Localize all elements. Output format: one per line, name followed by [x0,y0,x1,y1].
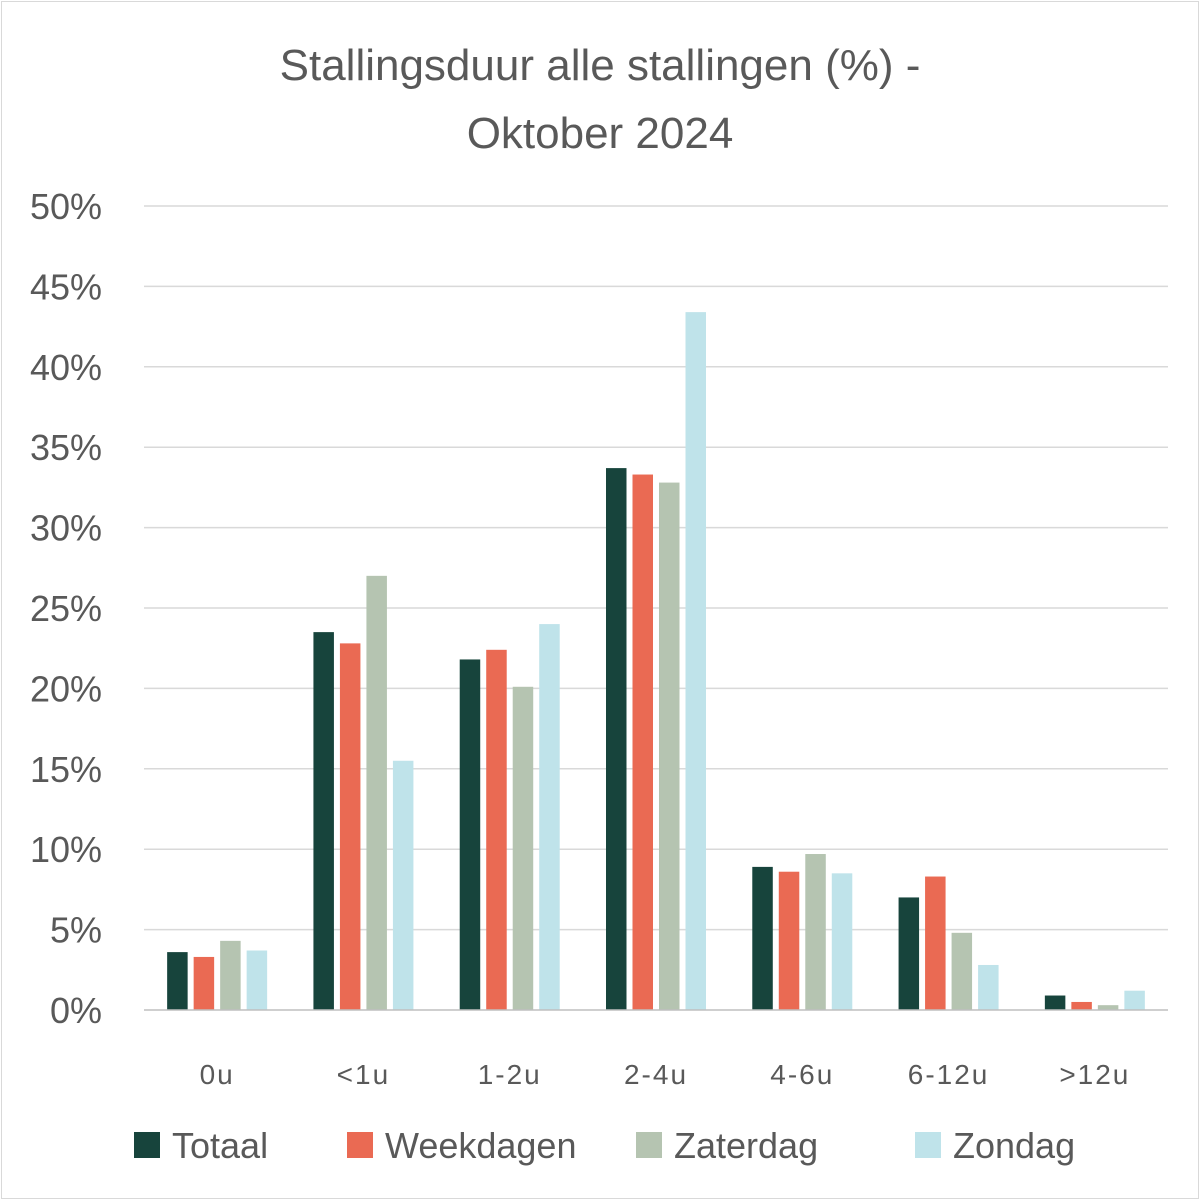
y-tick-label: 5% [50,910,102,951]
bar-totaal-2 [459,659,481,1010]
x-category-label: 2-4u [624,1059,688,1090]
y-tick-label: 50% [30,186,102,227]
chart-title-line-1: Stallingsduur alle stallingen (%) - [280,41,921,90]
bar-weekdagen-1 [339,643,361,1010]
x-category-label: 6-12u [908,1059,990,1090]
y-axis-tick-labels: 0% 5% 10% 15% 20% 25% 30% 35% 40% 45% 50% [30,186,102,1031]
y-tick-label: 25% [30,588,102,629]
legend-swatch-zondag [915,1132,941,1158]
bar-totaal-6 [1044,995,1066,1010]
y-tick-label: 20% [30,668,102,709]
legend-label-weekdagen: Weekdagen [385,1125,576,1166]
bar-totaal-0 [167,952,188,1010]
bar-zondag-6 [1124,990,1145,1010]
legend-swatch-weekdagen [347,1132,373,1158]
bar-zaterdag-3 [659,482,680,1010]
chart-title-line-2: Oktober 2024 [467,109,734,158]
x-category-label: 1-2u [478,1059,542,1090]
y-tick-label: 0% [50,990,102,1031]
bar-weekdagen-2 [486,649,507,1010]
bar-weekdagen-6 [1071,1001,1092,1010]
bar-zaterdag-6 [1097,1005,1119,1010]
legend: Totaal Weekdagen Zaterdag Zondag [134,1125,1075,1166]
bar-zaterdag-0 [220,940,241,1010]
bar-zondag-1 [392,760,414,1010]
bar-totaal-5 [898,897,920,1010]
y-tick-label: 10% [30,829,102,870]
y-tick-label: 15% [30,749,102,790]
bar-zaterdag-1 [366,575,387,1010]
legend-label-zondag: Zondag [953,1125,1075,1166]
legend-swatch-totaal [134,1132,160,1158]
y-tick-label: 35% [30,427,102,468]
chart-title: Stallingsduur alle stallingen (%) - Okto… [280,41,921,158]
y-tick-label: 45% [30,266,102,307]
bar-weekdagen-5 [925,876,946,1010]
gridlines [144,205,1168,931]
bar-weekdagen-4 [778,871,800,1010]
bar-zondag-2 [539,624,560,1010]
x-axis-category-labels: 0u <1u 1-2u 2-4u 4-6u 6-12u >12u [200,1059,1130,1090]
x-category-label: >12u [1059,1059,1130,1090]
x-category-label: 4-6u [770,1059,834,1090]
bar-zaterdag-2 [512,686,534,1010]
bar-zondag-3 [685,312,706,1010]
bar-totaal-4 [752,866,773,1010]
bar-weekdagen-0 [193,956,215,1010]
bar-zaterdag-5 [951,932,973,1010]
bar-zondag-0 [246,950,268,1010]
bar-zondag-4 [831,873,853,1010]
bar-zaterdag-4 [805,854,826,1010]
bar-zondag-5 [978,964,999,1010]
legend-label-totaal: Totaal [172,1125,268,1166]
bar-totaal-1 [313,632,334,1010]
x-category-label: <1u [337,1059,391,1090]
y-tick-label: 40% [30,347,102,388]
legend-swatch-zaterdag [636,1132,662,1158]
bar-totaal-3 [606,468,627,1010]
bar-weekdagen-3 [632,474,653,1010]
legend-label-zaterdag: Zaterdag [674,1125,818,1166]
x-category-label: 0u [200,1059,235,1090]
y-tick-label: 30% [30,508,102,549]
bars [167,312,1145,1010]
